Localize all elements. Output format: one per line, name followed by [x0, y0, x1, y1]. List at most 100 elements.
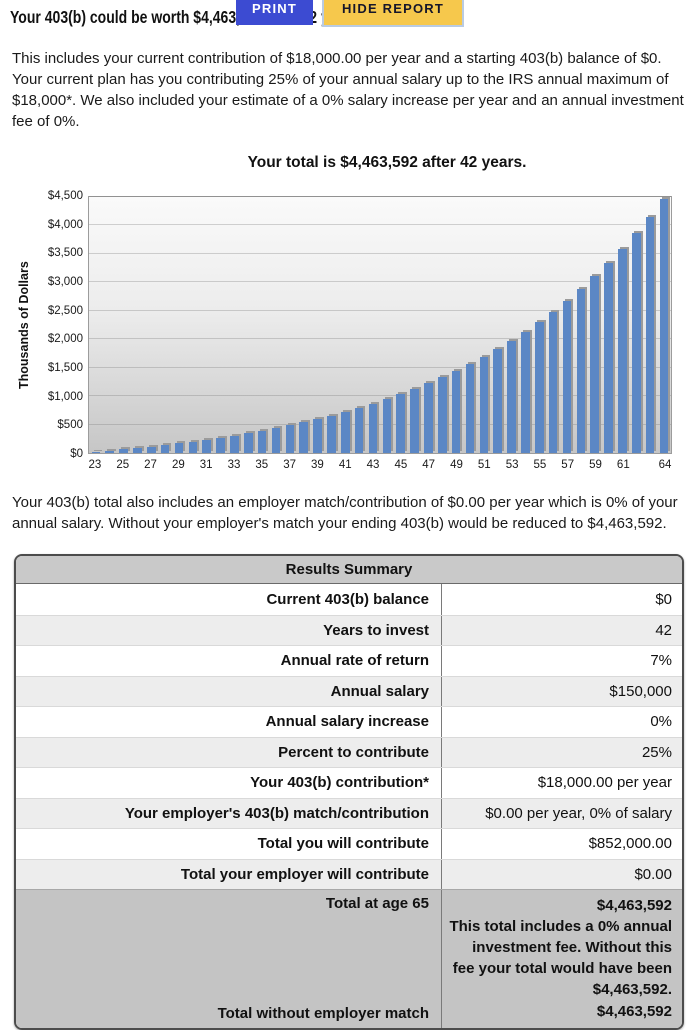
chart-bar [535, 322, 544, 453]
chart-bar [230, 435, 239, 453]
summary-row-label: Total you will contribute [16, 829, 442, 859]
x-tick-label: 64 [658, 459, 672, 471]
x-tick-label: 39 [311, 459, 324, 471]
gridline [89, 395, 671, 397]
chart-title: Your total is $4,463,592 after 42 years. [247, 154, 527, 171]
x-tick-label: 41 [338, 459, 352, 471]
total-at-65-label: Total at age 65 [325, 895, 429, 912]
y-tick-label: $2,000 [47, 333, 83, 346]
y-tick-label: $500 [57, 419, 83, 432]
x-tick-label: 51 [477, 459, 491, 471]
summary-row-label: Your employer's 403(b) match/contributio… [16, 798, 442, 828]
intro-paragraph: This includes your current contribution … [12, 50, 684, 130]
y-tick-label: $1,000 [47, 390, 83, 403]
x-tick-label: 27 [144, 459, 157, 471]
totals-section: Total at age 65 Total without employer m… [16, 889, 682, 1028]
gridline [89, 224, 671, 226]
chart-bar [424, 383, 433, 453]
summary-row-value: $0.00 [634, 865, 672, 883]
chart-bar [105, 450, 115, 453]
y-tick-label: $0 [70, 448, 83, 460]
x-tick-label: 29 [171, 459, 185, 471]
summary-row-value: $0.00 per year, 0% of salary [485, 804, 672, 822]
summary-row: Years to invest 42 [16, 614, 682, 645]
chart-bar [438, 377, 447, 453]
summary-row: Your employer's 403(b) match/contributio… [16, 797, 682, 828]
results-summary-heading: Results Summary [16, 556, 682, 584]
summary-row-value: $0 [655, 590, 672, 608]
print-button[interactable]: PRINT [236, 0, 313, 25]
chart-bar [604, 263, 613, 453]
summary-row: Annual salary $150,000 [16, 675, 682, 706]
chart-bar [562, 300, 572, 453]
y-axis-title: Thousands of Dollars [17, 261, 31, 389]
x-tick-label: 43 [366, 459, 380, 471]
chart-bar [174, 443, 184, 453]
chart-bar [576, 289, 586, 453]
chart-bar [160, 445, 170, 453]
gridline [89, 338, 671, 340]
chart-bar [133, 448, 142, 453]
bar-chart: Thousands of Dollars $0 $500 $1,000 $1,500 $… [12, 190, 698, 460]
chart-bar [119, 449, 128, 453]
chart-bar [645, 216, 655, 453]
chart-bar [271, 428, 281, 453]
chart-bar [507, 340, 516, 453]
summary-row-value: 25% [641, 743, 672, 761]
chart-bar [590, 276, 600, 453]
x-tick-label: 57 [561, 459, 575, 471]
summary-row: Percent to contribute 25% [16, 736, 682, 767]
y-tick-label: $2,500 [47, 304, 83, 317]
results-summary-rows: Current 403(b) balance $0 Years to invest 4… [16, 584, 682, 889]
chart-bar [618, 248, 627, 453]
hide-report-button[interactable]: HIDE REPORT [322, 0, 464, 27]
gridline [89, 196, 671, 197]
summary-row: Current 403(b) balance $0 [16, 584, 682, 615]
x-tick-label: 25 [116, 459, 130, 471]
chart-bar [368, 403, 378, 453]
summary-row: Annual rate of return 7% [16, 645, 682, 676]
x-tick-label: 47 [422, 459, 436, 471]
summary-row-label: Current 403(b) balance [16, 584, 442, 615]
summary-row-value: $150,000 [609, 682, 672, 700]
chart-bar [244, 433, 253, 453]
chart-plot-area [88, 196, 672, 454]
x-tick-label: 33 [227, 459, 241, 471]
summary-row-value: 0% [650, 713, 672, 731]
chart-bar [465, 364, 475, 453]
totals-labels: Total at age 65 Total without employer m… [16, 890, 442, 1028]
gridline [89, 281, 671, 283]
y-tick-label: $3,000 [47, 276, 83, 288]
chart-bar [216, 437, 225, 453]
x-tick-label: 49 [450, 459, 463, 471]
chart-bar [479, 356, 489, 453]
gridline [89, 252, 671, 254]
summary-row-value: 7% [650, 652, 672, 670]
summary-row-label: Annual salary increase [16, 707, 442, 737]
summary-row-value: $18,000.00 per year [537, 774, 672, 792]
x-tick-label: 55 [533, 459, 547, 471]
chart-bar [382, 399, 392, 453]
gridline [89, 309, 671, 311]
x-tick-label: 35 [255, 459, 269, 471]
totals-values: $4,463,592 This total includes a 0% annu… [442, 890, 682, 1028]
summary-row-label: Annual salary [16, 676, 442, 706]
summary-row-label: Percent to contribute [16, 737, 442, 767]
y-tick-label: $3,500 [47, 247, 83, 260]
chart-bar [299, 422, 309, 453]
summary-row-label: Total your employer will contribute [16, 859, 442, 889]
chart-bar [285, 425, 295, 453]
x-tick-label: 61 [616, 459, 630, 471]
x-tick-label: 37 [283, 459, 297, 471]
gridline [89, 366, 671, 368]
total-at-65-value: $4,463,592 [596, 897, 672, 914]
total-without-match-label: Total without employer match [217, 1005, 429, 1022]
chart-bar [632, 233, 641, 453]
x-tick-label: 53 [505, 459, 519, 471]
chart-bar [91, 451, 101, 453]
gridline [89, 423, 671, 425]
summary-row-value: 42 [655, 621, 672, 639]
chart-bar [341, 411, 350, 453]
x-tick-label: 59 [589, 459, 602, 471]
chart-bar [451, 370, 461, 453]
